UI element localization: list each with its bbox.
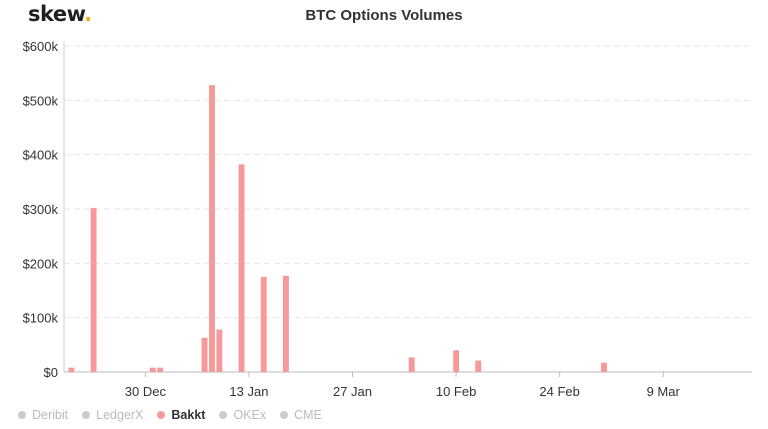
bar bbox=[90, 207, 97, 372]
x-tick-label: 30 Dec bbox=[125, 384, 167, 399]
bar bbox=[68, 367, 75, 372]
bar bbox=[260, 276, 267, 372]
chart-title: BTC Options Volumes bbox=[305, 7, 463, 24]
bar bbox=[216, 329, 223, 372]
x-tick-label: 13 Jan bbox=[229, 384, 268, 399]
y-tick-label: $600k bbox=[23, 39, 59, 54]
x-tick-label: 10 Feb bbox=[436, 384, 476, 399]
legend-dot-icon bbox=[18, 411, 26, 419]
logo-text: skew bbox=[28, 2, 85, 26]
bar bbox=[453, 350, 460, 372]
bar bbox=[282, 275, 289, 372]
bar bbox=[208, 85, 215, 373]
bar bbox=[238, 164, 245, 372]
legend-item-cme[interactable]: CME bbox=[280, 408, 322, 422]
legend-item-deribit[interactable]: Deribit bbox=[18, 408, 68, 422]
legend-label: OKEx bbox=[233, 408, 267, 422]
x-tick-label: 24 Feb bbox=[539, 384, 579, 399]
bar bbox=[157, 367, 164, 372]
legend: Deribit LedgerX Bakkt OKEx CME bbox=[18, 408, 322, 422]
legend-dot-icon bbox=[82, 411, 91, 419]
bar bbox=[408, 357, 415, 372]
legend-label: Deribit bbox=[32, 408, 69, 422]
y-tick-label: $100k bbox=[23, 311, 59, 326]
legend-item-ledgerx[interactable]: LedgerX bbox=[82, 408, 143, 422]
legend-label: Bakkt bbox=[171, 408, 206, 422]
y-tick-label: $0 bbox=[44, 365, 58, 380]
y-tick-label: $300k bbox=[23, 202, 59, 217]
bar bbox=[201, 337, 208, 372]
legend-item-bakkt[interactable]: Bakkt bbox=[157, 408, 205, 422]
x-tick-label: 27 Jan bbox=[333, 384, 372, 399]
y-tick-label: $500k bbox=[23, 93, 59, 108]
skew-logo: skew. bbox=[28, 2, 92, 26]
legend-item-okex[interactable]: OKEx bbox=[219, 408, 266, 422]
legend-dot-icon bbox=[157, 411, 166, 419]
bar bbox=[475, 360, 482, 372]
logo-dot: . bbox=[84, 2, 92, 26]
legend-label: LedgerX bbox=[96, 408, 144, 422]
legend-dot-icon bbox=[219, 411, 228, 419]
bar bbox=[149, 367, 156, 372]
legend-dot-icon bbox=[280, 411, 289, 419]
x-tick-label: 9 Mar bbox=[647, 384, 681, 399]
y-tick-label: $400k bbox=[23, 148, 59, 163]
bar bbox=[601, 362, 608, 372]
y-tick-label: $200k bbox=[23, 256, 59, 271]
legend-label: CME bbox=[294, 408, 322, 422]
